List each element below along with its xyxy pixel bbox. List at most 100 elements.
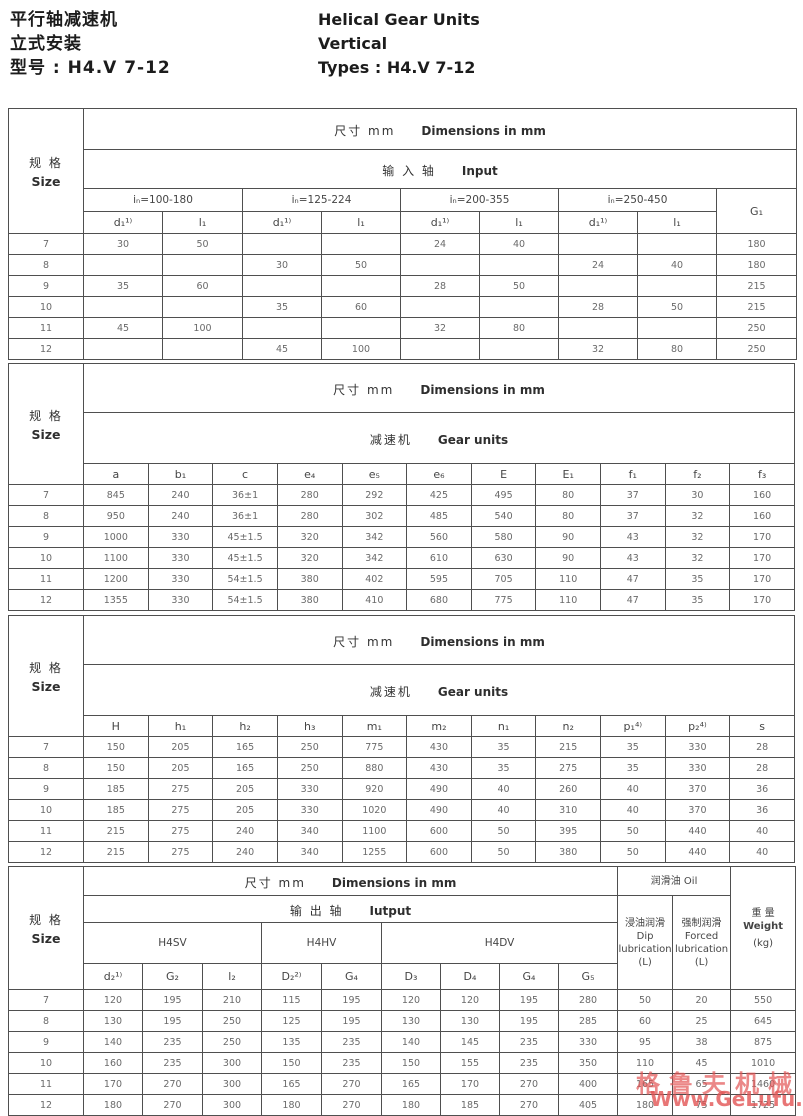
- forced-unit: (L): [694, 956, 709, 968]
- size-cell: 11: [8, 820, 84, 842]
- cell: 35: [664, 589, 731, 611]
- section-label-cn: 输 出 轴: [289, 903, 344, 918]
- size-cell: 9: [8, 1031, 84, 1053]
- section-label-en: Iutput: [369, 903, 412, 918]
- cell: 165: [381, 1073, 441, 1095]
- size-cell: 7: [8, 989, 84, 1011]
- input-shaft-table: 规 格 Size 尺寸 mm Dimensions in mm 输 入 轴 Inpu…: [8, 108, 798, 360]
- col-header: e₆: [406, 463, 472, 485]
- cell: 280: [276, 484, 343, 506]
- table-row: 10 185 275 205 330 1020 490 40 310 40 37…: [8, 799, 795, 821]
- size-label-en: Size: [31, 173, 61, 189]
- cell: 250: [715, 338, 798, 360]
- cell: 330: [664, 757, 731, 779]
- col-header: f₃: [729, 463, 795, 485]
- cell: 610: [406, 547, 472, 569]
- cell: 342: [341, 547, 408, 569]
- cell: 300: [202, 1094, 262, 1116]
- col-header: D₄: [440, 963, 500, 990]
- cell: 35: [600, 757, 666, 779]
- cell: 1725: [730, 1094, 797, 1116]
- cell: 28: [400, 275, 480, 297]
- size-cell: 11: [8, 1073, 84, 1095]
- cell: 330: [147, 589, 214, 611]
- cell: 35: [470, 736, 537, 758]
- cell: 50: [470, 841, 537, 863]
- cell: 680: [406, 589, 472, 611]
- table-row: 9 185 275 205 330 920 490 40 260 40 370 …: [8, 778, 795, 800]
- cell: 25: [672, 1010, 732, 1032]
- title-cn-line3: 型号 : H4.V 7-12: [10, 58, 171, 78]
- col-header: E: [470, 463, 537, 485]
- forced-label-en1: Forced: [684, 930, 719, 942]
- cell: 440: [664, 820, 731, 842]
- size-cell: 7: [8, 736, 84, 758]
- cell: 550: [730, 989, 797, 1011]
- cell: 36±1: [212, 505, 278, 527]
- cell: 80: [535, 505, 601, 527]
- table-row: 9 35 60 28 50 215: [8, 275, 798, 297]
- col-header: m₂: [406, 715, 472, 737]
- size-cell: 8: [8, 757, 84, 779]
- table-row: 10 160 235 300 150 235 150 155 235 350 1…: [8, 1052, 797, 1074]
- cell: 645: [730, 1010, 797, 1032]
- cell: 24: [558, 254, 638, 276]
- cell: 205: [212, 799, 278, 821]
- cell: 845: [83, 484, 149, 506]
- cell: 28: [558, 296, 638, 318]
- cell: [242, 317, 322, 339]
- col-header: G₂: [142, 963, 203, 990]
- variant-group-header: H4HV: [261, 922, 382, 964]
- cell: 380: [276, 589, 343, 611]
- cell: 250: [202, 1010, 262, 1032]
- cell: 1100: [83, 547, 149, 569]
- size-label-cn: 规 格: [29, 912, 63, 927]
- cell: 270: [142, 1094, 203, 1116]
- title-cn-line2: 立式安装: [10, 34, 82, 54]
- cell: 430: [406, 757, 472, 779]
- ratio-group-header: iₙ=100-180: [83, 188, 243, 212]
- col-header: d₁¹⁾: [83, 211, 163, 234]
- col-header: h₁: [147, 715, 214, 737]
- cell: 140: [381, 1031, 441, 1053]
- ratio-group-header: iₙ=200-355: [400, 188, 559, 212]
- cell: 540: [470, 505, 537, 527]
- cell: 310: [535, 799, 601, 821]
- col-header: a: [83, 463, 149, 485]
- cell: 115: [261, 989, 322, 1011]
- dim-label-en: Dimensions in mm: [420, 382, 545, 397]
- cell: 36±1: [212, 484, 278, 506]
- size-cell: 8: [8, 254, 84, 276]
- cell: 170: [440, 1073, 500, 1095]
- cell: 195: [321, 1010, 382, 1032]
- cell: 60: [162, 275, 243, 297]
- cell: 560: [406, 526, 472, 548]
- col-header: e₅: [341, 463, 408, 485]
- cell: 32: [558, 338, 638, 360]
- cell: 270: [499, 1073, 559, 1095]
- col-header: l₁: [321, 211, 401, 234]
- cell: 170: [729, 547, 795, 569]
- cell: [558, 275, 638, 297]
- size-label-cn: 规 格: [29, 408, 63, 423]
- cell: 65: [672, 1073, 732, 1095]
- cell: 1100: [341, 820, 408, 842]
- cell: 30: [664, 484, 731, 506]
- cell: 600: [406, 841, 472, 863]
- cell: 180: [617, 1094, 674, 1116]
- col-header: G₄: [321, 963, 382, 990]
- cell: 160: [729, 505, 795, 527]
- col-header: D₂²⁾: [261, 963, 322, 990]
- dim-label-cn: 尺寸 mm: [334, 123, 396, 138]
- cell: [321, 317, 401, 339]
- cell: 35: [470, 757, 537, 779]
- cell: 235: [321, 1052, 382, 1074]
- cell: 270: [499, 1094, 559, 1116]
- cell: 160: [729, 484, 795, 506]
- cell: 580: [470, 526, 537, 548]
- cell: 1460: [730, 1073, 797, 1095]
- cell: 24: [400, 233, 480, 255]
- col-header: f₂: [664, 463, 731, 485]
- section-label-en: Gear units: [437, 684, 509, 699]
- table-row: 10 35 60 28 50 215: [8, 296, 798, 318]
